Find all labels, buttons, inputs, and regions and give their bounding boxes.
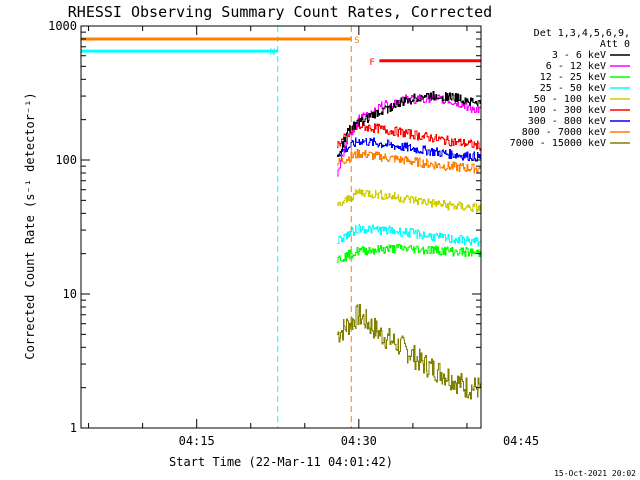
series-line-800-7000-kev — [337, 149, 481, 174]
legend-entry-label: 6 - 12 keV — [546, 61, 606, 72]
y-tick-labels: 1 10 100 1000 — [48, 19, 77, 435]
state-bar-label-s: S — [354, 36, 359, 46]
legend-entry-label: 800 - 7000 keV — [522, 127, 606, 138]
x-tick-label: 04:45 — [503, 434, 539, 448]
plot-area: S N F — [80, 25, 482, 429]
y-tick-label: 100 — [55, 153, 77, 167]
legend-entry-label: 7000 - 15000 keV — [510, 138, 606, 149]
y-tick-label: 1 — [70, 421, 77, 435]
series-line-6-12-kev — [337, 93, 481, 177]
x-axis-label: Start Time (22-Mar-11 04:01:42) — [169, 455, 393, 469]
legend-entry-label: 25 - 50 keV — [540, 83, 606, 94]
legend-entry-label: 300 - 800 keV — [528, 116, 606, 127]
legend-entry-label: 12 - 25 keV — [540, 72, 606, 83]
chart-title: RHESSI Observing Summary Count Rates, Co… — [68, 3, 492, 21]
series-line-7000-15000-kev — [337, 304, 481, 400]
y-tick-label: 10 — [63, 287, 77, 301]
series-line-12-25-kev — [337, 243, 481, 264]
legend-header: Att 0 — [600, 39, 630, 50]
x-tick-label: 04:30 — [341, 434, 377, 448]
series-line-100-300-kev — [337, 121, 481, 151]
y-axis-label: Corrected Count Rate (s⁻¹ detector⁻¹) — [23, 92, 37, 359]
state-bar-label-f: F — [369, 58, 374, 68]
y-tick-label: 1000 — [48, 19, 77, 33]
legend-entry-label: 3 - 6 keV — [552, 50, 606, 61]
series-line-25-50-kev — [337, 224, 481, 247]
series-line-300-800-kev — [337, 137, 481, 162]
plot-frame — [80, 25, 482, 429]
state-bar-label-n: N — [270, 48, 275, 58]
series-line-50-100-kev — [337, 188, 481, 212]
footer-date: 15-Oct-2021 20:02 — [554, 469, 636, 478]
legend-entry-label: 50 - 100 keV — [534, 94, 606, 105]
legend-header: Det 1,3,4,5,6,9, — [534, 28, 630, 39]
plot-clip — [81, 26, 481, 428]
x-tick-label: 04:15 — [179, 434, 215, 448]
legend-entry-label: 100 - 300 keV — [528, 105, 606, 116]
series-line-3-6-kev — [337, 90, 481, 157]
